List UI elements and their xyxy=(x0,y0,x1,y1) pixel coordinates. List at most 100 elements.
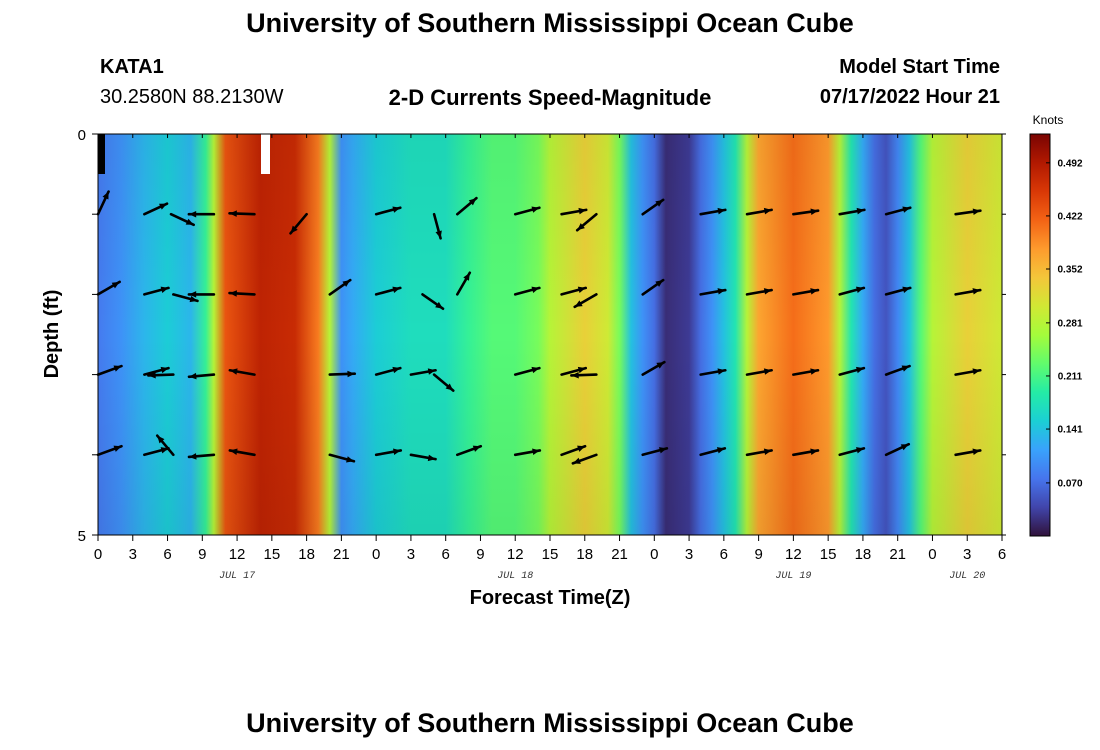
current-vector xyxy=(187,453,216,460)
colorbar-tick-label: 0.281 xyxy=(1057,318,1082,329)
vector-head xyxy=(472,445,481,452)
vector-head xyxy=(435,301,443,309)
vector-head xyxy=(445,383,454,391)
vector-head xyxy=(902,286,911,293)
date-label: JUL 19 xyxy=(775,571,811,582)
current-vector xyxy=(289,212,308,235)
current-vector xyxy=(513,206,541,216)
x-tick-label: 12 xyxy=(229,546,246,563)
x-axis: 0 3 6 9 12 15 18 21 0 3 6 9 12 15 18 21 0 3 6 9 12 15 18 21 0 3 6 xyxy=(94,134,1006,563)
vector-head xyxy=(188,210,197,218)
colorbar-tick-label: 0.070 xyxy=(1057,478,1082,489)
vector-head xyxy=(717,368,726,375)
current-vector xyxy=(571,453,598,465)
x-tick-label: 0 xyxy=(372,546,380,563)
current-vector xyxy=(641,360,666,376)
current-vector xyxy=(745,207,773,216)
current-vector xyxy=(573,293,598,309)
vector-head xyxy=(972,208,981,215)
current-vector xyxy=(374,206,402,216)
vector-head xyxy=(532,448,540,455)
vector-head xyxy=(160,286,169,293)
vector-head xyxy=(655,199,664,207)
current-vector xyxy=(838,447,866,457)
vector-head xyxy=(435,230,442,239)
vector-head xyxy=(763,448,772,455)
current-vector xyxy=(954,288,982,296)
vector-head xyxy=(188,372,197,380)
current-vector xyxy=(838,286,866,296)
current-vector xyxy=(792,208,820,216)
x-tick-label: 21 xyxy=(333,546,350,563)
x-tick-label: 12 xyxy=(507,546,524,563)
current-vector xyxy=(954,448,982,457)
footer-title: University of Southern Mississippi Ocean… xyxy=(246,708,854,738)
vector-head xyxy=(188,291,197,298)
vector-head xyxy=(290,225,298,234)
current-vector xyxy=(641,278,665,296)
x-tick-label: 6 xyxy=(442,546,450,563)
current-vector xyxy=(143,202,169,216)
no-data-cell-2 xyxy=(261,134,270,174)
current-vector xyxy=(374,366,402,376)
current-vector xyxy=(96,280,121,296)
colorbar xyxy=(1029,133,1051,537)
x-tick-label: 6 xyxy=(720,546,728,563)
vector-head xyxy=(393,448,401,455)
x-tick-label: 0 xyxy=(94,546,102,563)
current-vector xyxy=(641,447,669,457)
vector-head xyxy=(901,365,910,372)
current-vector xyxy=(187,372,216,380)
current-vector xyxy=(792,368,820,376)
current-vector xyxy=(792,288,820,296)
vector-head xyxy=(855,366,864,374)
vector-head xyxy=(468,198,477,206)
model-start-label: Model Start Time xyxy=(839,56,1000,78)
vector-head xyxy=(810,448,819,455)
current-vector xyxy=(884,206,912,216)
date-label: JUL 17 xyxy=(219,571,255,582)
current-vector xyxy=(884,442,911,457)
x-tick-label: 3 xyxy=(685,546,693,563)
current-vector xyxy=(96,444,123,457)
vector-head xyxy=(972,368,981,375)
current-vector xyxy=(96,190,110,216)
x-tick-label: 3 xyxy=(407,546,415,563)
colorbar-tick-label: 0.492 xyxy=(1057,158,1082,169)
current-vector xyxy=(374,448,403,457)
current-vector xyxy=(155,434,175,457)
page-title: University of Southern Mississippi Ocean… xyxy=(246,8,854,38)
current-vector xyxy=(409,368,437,376)
vector-head xyxy=(578,207,587,215)
vector-head xyxy=(717,288,726,295)
vector-head xyxy=(856,207,865,215)
current-vector xyxy=(147,371,175,379)
current-vector xyxy=(143,366,170,376)
vector-head xyxy=(658,447,667,454)
colorbar-ticks: 0.492 0.422 0.352 0.281 0.211 0.141 0.070 xyxy=(1046,158,1083,489)
vector-head xyxy=(342,280,351,287)
vector-head xyxy=(900,444,909,451)
current-vector xyxy=(884,286,912,296)
colorbar-tick-label: 0.141 xyxy=(1057,425,1082,436)
date-labels: JUL 17 JUL 18 JUL 19 JUL 20 xyxy=(219,571,985,582)
x-tick-label: 15 xyxy=(542,546,559,563)
current-vector xyxy=(745,288,773,296)
x-tick-label: 6 xyxy=(163,546,171,563)
model-start-time: 07/17/2022 Hour 21 xyxy=(819,86,1000,108)
x-tick-label: 0 xyxy=(928,546,936,563)
current-vector xyxy=(328,453,356,463)
vector-head xyxy=(229,368,238,375)
x-tick-label: 18 xyxy=(576,546,593,563)
vector-head xyxy=(855,447,864,454)
vector-head xyxy=(427,454,436,462)
current-vector xyxy=(560,207,588,216)
x-tick-label: 21 xyxy=(611,546,628,563)
vector-head xyxy=(571,371,579,379)
x-tick-label: 18 xyxy=(855,546,872,563)
x-tick-label: 9 xyxy=(754,546,762,563)
vector-head xyxy=(656,362,665,369)
x-tick-label: 18 xyxy=(298,546,315,563)
current-vector xyxy=(455,271,472,296)
current-vector xyxy=(954,368,982,376)
